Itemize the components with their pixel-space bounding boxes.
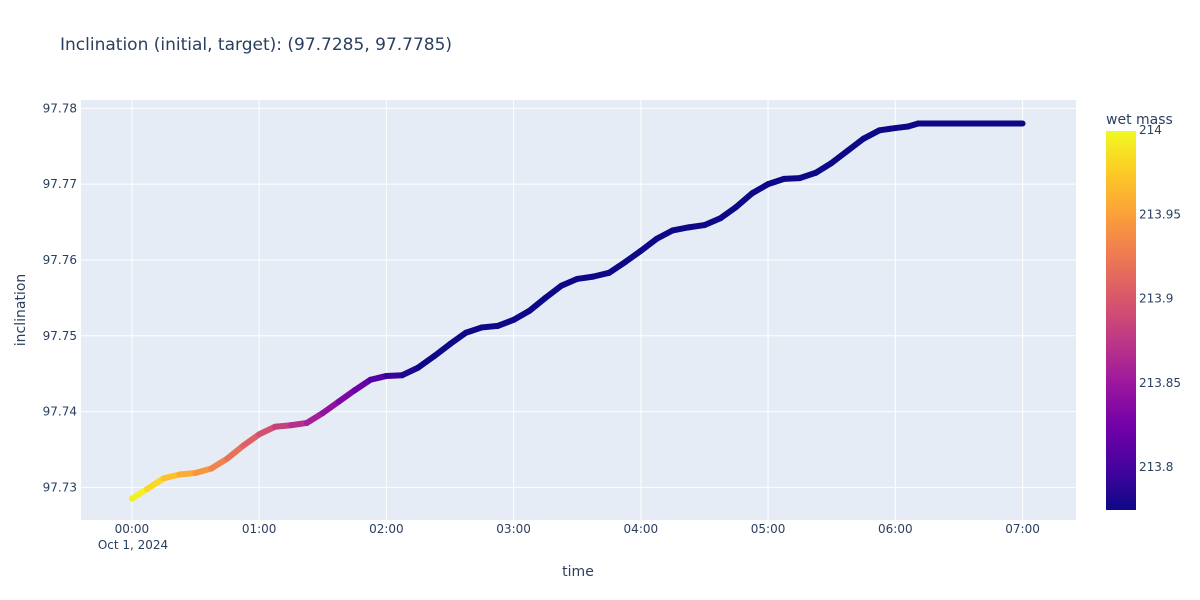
x-tick-label: 04:00 <box>624 522 659 536</box>
trace-segment <box>224 442 247 462</box>
colorbar-tick-label: 213.8 <box>1139 460 1173 474</box>
trace-segment <box>637 235 660 254</box>
plot-area <box>81 100 1076 520</box>
y-axis-title: inclination <box>13 274 29 347</box>
trace-segment <box>303 410 326 426</box>
y-tick-label: 97.78 <box>43 101 77 115</box>
trace-segment <box>415 353 438 371</box>
x-date-label: Oct 1, 2024 <box>98 538 168 552</box>
y-tick-label: 97.74 <box>43 405 77 419</box>
trace-segment <box>144 475 167 492</box>
trace-segment <box>733 190 756 210</box>
x-tick-label: 03:00 <box>496 522 531 536</box>
trace-segment <box>621 247 644 266</box>
colorbar-title: wet mass <box>1106 112 1173 128</box>
x-tick-label: 02:00 <box>369 522 404 536</box>
x-tick-label: 01:00 <box>242 522 277 536</box>
trace-segment <box>717 203 740 222</box>
x-tick-label: 00:00 <box>115 522 150 536</box>
x-axis-title: time <box>562 564 594 580</box>
trace-segment <box>319 398 342 417</box>
y-tick-label: 97.73 <box>43 480 77 494</box>
trace-segment <box>335 387 358 405</box>
trace-segment <box>128 485 151 502</box>
x-tick-label: 05:00 <box>751 522 786 536</box>
colorbar-tick-label: 213.9 <box>1139 292 1173 306</box>
trace-segment <box>510 307 533 323</box>
trace-segment <box>542 282 565 301</box>
colorbar-tick-label: 213.95 <box>1139 207 1181 221</box>
y-axis-ticks: 97.73 97.74 97.75 97.76 97.77 97.78 <box>43 101 77 494</box>
colorbar: wet mass 214 213.95 213.9 213.85 213.8 <box>1106 112 1181 510</box>
y-tick-label: 97.76 <box>43 253 77 267</box>
colorbar-ticks: 214 213.95 213.9 213.85 213.8 <box>1139 123 1181 474</box>
gridlines <box>81 100 1076 520</box>
trace-segment <box>240 431 263 449</box>
x-tick-label: 07:00 <box>1005 522 1040 536</box>
inclination-trace <box>128 120 1026 502</box>
y-tick-label: 97.77 <box>43 177 77 191</box>
trace-segment <box>431 341 453 360</box>
colorbar-tick-label: 214 <box>1139 123 1162 137</box>
trace-segment <box>844 135 867 154</box>
trace-segment <box>812 159 835 176</box>
trace-segment <box>526 294 549 314</box>
colorbar-tick-label: 213.85 <box>1139 376 1181 390</box>
trace-segment <box>446 329 469 348</box>
x-axis-ticks: 00:00 01:00 02:00 03:00 04:00 05:00 06:00 07:00 <box>115 522 1040 536</box>
trace-segment <box>749 181 772 197</box>
trace-segment <box>351 376 374 394</box>
y-tick-label: 97.75 <box>43 329 77 343</box>
x-tick-label: 06:00 <box>878 522 913 536</box>
trace-segment <box>606 259 628 276</box>
trace-segment <box>208 455 231 472</box>
chart-title: Inclination (initial, target): (97.7285,… <box>60 35 452 55</box>
colorbar-gradient <box>1106 131 1136 510</box>
trace-segment <box>828 147 851 166</box>
